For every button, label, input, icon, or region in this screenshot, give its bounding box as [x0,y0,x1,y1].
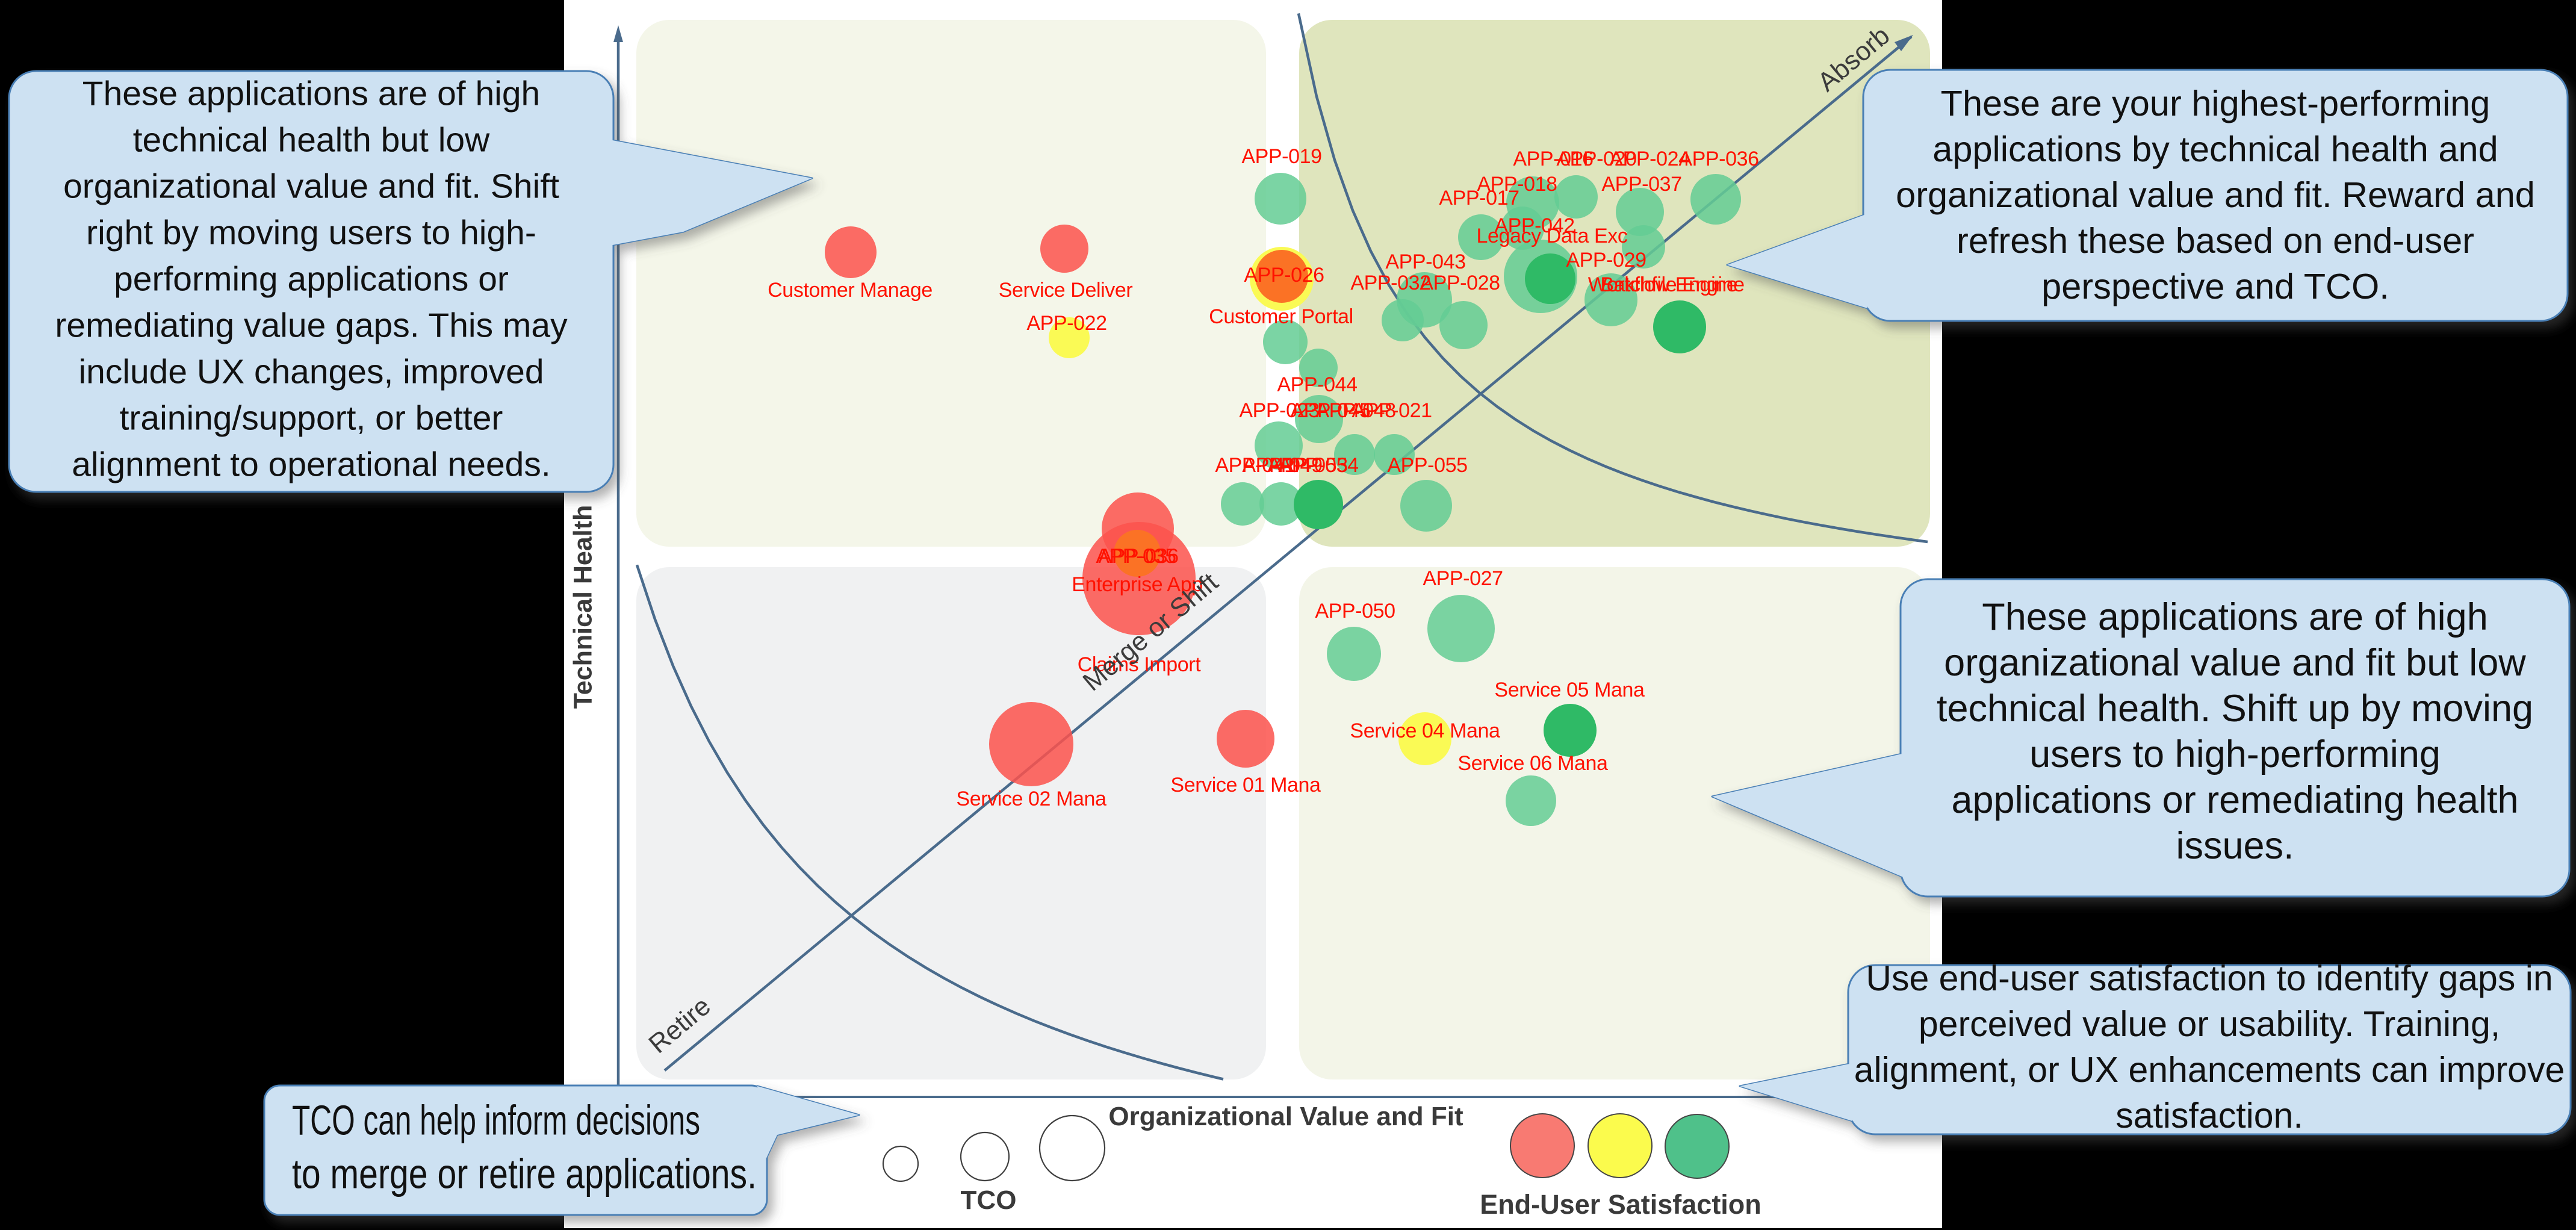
svg-text:APP-036: APP-036 [1098,545,1178,568]
svg-text:to merge or retire application: to merge or retire applications. [292,1150,757,1197]
svg-text:organizational value and fit.: organizational value and fit. Shift [63,167,559,206]
svg-text:APP-053: APP-053 [1267,454,1347,477]
svg-text:Service 04 Mana: Service 04 Mana [1350,719,1500,742]
svg-text:APP-045: APP-045 [1290,399,1370,422]
svg-text:APP-028: APP-028 [1420,272,1500,294]
svg-text:APP-016: APP-016 [1513,148,1593,170]
svg-text:APP-037: APP-037 [1601,173,1681,196]
svg-text:These applications are of high: These applications are of high [1982,596,2488,638]
svg-text:technical health but low: technical health but low [133,121,490,160]
svg-text:Batchfile Engine: Batchfile Engine [1600,273,1744,296]
svg-text:perspective and TCO.: perspective and TCO. [2041,266,2389,306]
svg-text:organizational value and fit b: organizational value and fit but low [1944,642,2526,684]
svg-text:right by moving users to high-: right by moving users to high- [86,214,536,252]
svg-text:Service 02 Mana: Service 02 Mana [956,787,1106,810]
svg-text:Enterprise App: Enterprise App [1072,573,1202,596]
svg-text:Workflow Engine: Workflow Engine [1588,273,1738,296]
svg-text:APP-019: APP-019 [1241,145,1321,168]
svg-text:Use end-user satisfaction to i: Use end-user satisfaction to identify ga… [1866,958,2553,998]
svg-text:organizational value and fit.: organizational value and fit. Reward and [1896,175,2535,215]
svg-text:remediating value gaps. This m: remediating value gaps. This may [55,306,568,345]
svg-text:TCO can help inform decisions: TCO can help inform decisions [292,1096,700,1143]
svg-text:APP-018: APP-018 [1477,173,1557,196]
svg-text:APP-043: APP-043 [1385,250,1465,273]
svg-text:Organizational Value and Fit: Organizational Value and Fit [1108,1102,1463,1131]
svg-text:applications or remediating he: applications or remediating health [1951,779,2518,821]
svg-text:Technical Health: Technical Health [568,505,597,709]
svg-text:APP-054: APP-054 [1278,454,1358,477]
svg-text:APP-029: APP-029 [1566,249,1646,272]
svg-text:Service 05 Mana: Service 05 Mana [1494,679,1645,701]
svg-text:Customer Manage: Customer Manage [768,279,933,302]
svg-text:Service 06 Mana: Service 06 Mana [1457,752,1608,775]
svg-text:TCO: TCO [961,1185,1017,1215]
svg-text:APP-048: APP-048 [1315,399,1395,422]
svg-text:users to high-performing: users to high-performing [2029,733,2441,775]
svg-text:APP-026: APP-026 [1244,264,1324,287]
svg-text:These are your highest-perform: These are your highest-performing [1941,83,2491,123]
svg-text:Claims Import: Claims Import [1078,653,1201,676]
svg-text:APP-036: APP-036 [1678,148,1758,170]
svg-text:APP-050: APP-050 [1315,600,1395,623]
svg-text:applications by technical heal: applications by technical health and [1932,129,2498,169]
svg-text:issues.: issues. [2176,825,2294,867]
svg-text:APP-044: APP-044 [1277,373,1357,396]
svg-text:APP-021: APP-021 [1352,399,1432,422]
svg-text:alignment to operational needs: alignment to operational needs. [72,446,550,484]
svg-text:APP-032: APP-032 [1350,272,1430,294]
svg-text:refresh these based on end-use: refresh these based on end-user [1957,220,2474,261]
svg-text:APP-024: APP-024 [1609,148,1689,170]
svg-text:Customer Portal: Customer Portal [1209,305,1353,328]
svg-text:APP-020: APP-020 [1556,148,1636,170]
svg-text:APP-042: APP-042 [1494,214,1574,237]
svg-text:perceived value or usability.: perceived value or usability. Training, [1919,1004,2500,1044]
svg-text:training/support, or better: training/support, or better [120,399,503,438]
svg-text:satisfaction.: satisfaction. [2115,1096,2303,1135]
svg-text:include UX changes, improved: include UX changes, improved [78,353,544,391]
svg-text:Legacy Data Exc: Legacy Data Exc [1476,225,1627,247]
svg-text:APP-023: APP-023 [1239,399,1319,422]
svg-text:End-User Satisfaction: End-User Satisfaction [1480,1189,1761,1220]
svg-text:technical health. Shift up by: technical health. Shift up by moving [1937,688,2533,730]
svg-text:APP-055: APP-055 [1387,454,1467,477]
svg-text:APP-035: APP-035 [1096,545,1176,568]
svg-text:performing applications or: performing applications or [114,260,509,299]
svg-text:APP-049: APP-049 [1242,454,1322,477]
svg-text:These applications are of high: These applications are of high [82,75,540,113]
svg-text:APP-041: APP-041 [1215,454,1295,477]
svg-text:alignment, or UX enhancements: alignment, or UX enhancements can improv… [1854,1050,2565,1090]
svg-text:Service Deliver: Service Deliver [999,279,1133,302]
svg-text:APP-022: APP-022 [1026,312,1106,335]
svg-text:APP-017: APP-017 [1439,187,1519,210]
svg-text:Service 01 Mana: Service 01 Mana [1170,774,1321,797]
svg-text:APP-027: APP-027 [1423,567,1503,590]
